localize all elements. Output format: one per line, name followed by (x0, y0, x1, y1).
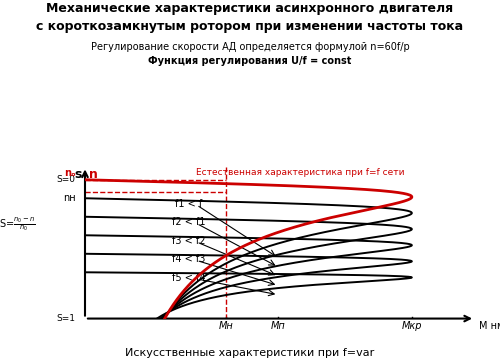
Text: f2 < f1: f2 < f1 (172, 217, 206, 227)
Text: s: s (74, 168, 82, 181)
Text: Регулирование скорости АД определяется формулой n=60f/p: Регулирование скорости АД определяется ф… (90, 42, 409, 52)
Text: n: n (88, 168, 98, 181)
Text: Мн: Мн (219, 321, 234, 331)
Text: М нм: М нм (478, 321, 500, 331)
Text: f5 < f4: f5 < f4 (172, 273, 206, 283)
Text: f1 < f: f1 < f (176, 198, 203, 209)
Text: Естественная характеристика при f=f сети: Естественная характеристика при f=f сети (196, 168, 404, 177)
Text: S=0: S=0 (56, 175, 76, 184)
Text: Механические характеристики асинхронного двигателя: Механические характеристики асинхронного… (46, 2, 454, 15)
Text: Искусственные характеристики при f=var: Искусственные характеристики при f=var (126, 348, 374, 358)
Text: с короткозамкнутым ротором при изменении частоты тока: с короткозамкнутым ротором при изменении… (36, 20, 464, 33)
Text: Мп: Мп (271, 321, 285, 331)
Text: nₒ: nₒ (64, 168, 76, 178)
Text: S=$\frac{n_0 - n}{n_0}$: S=$\frac{n_0 - n}{n_0}$ (0, 215, 36, 233)
Text: Функция регулирования U/f = const: Функция регулирования U/f = const (148, 56, 352, 66)
Text: S=1: S=1 (56, 314, 76, 323)
Text: Мкр: Мкр (402, 321, 422, 331)
Text: f3 < f2: f3 < f2 (172, 236, 206, 245)
Text: nн: nн (63, 193, 76, 203)
Text: f4 < f3: f4 < f3 (172, 254, 206, 264)
